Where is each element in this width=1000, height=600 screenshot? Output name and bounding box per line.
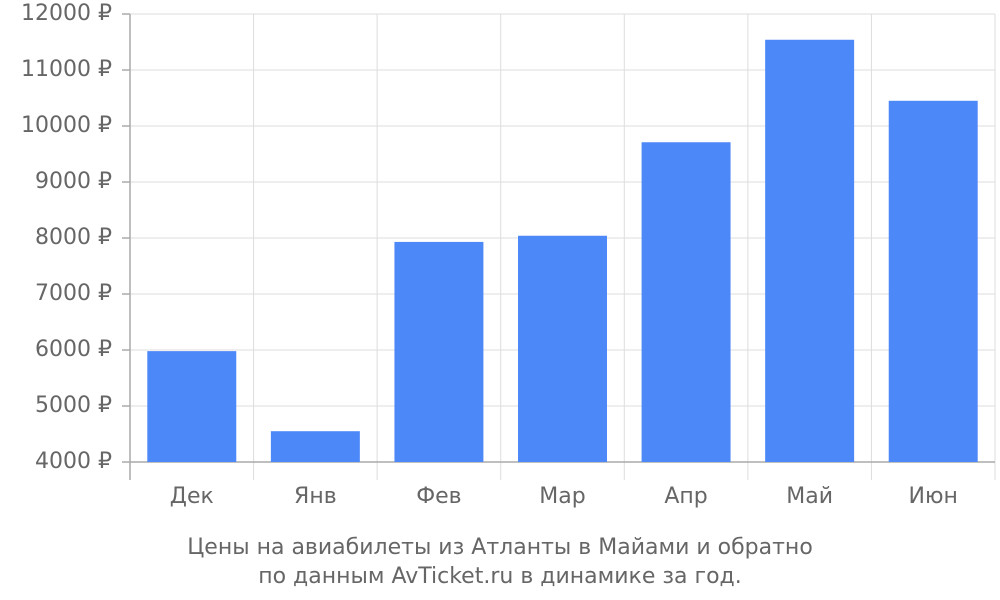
bar (765, 39, 855, 462)
bar (394, 241, 484, 462)
bar (518, 235, 607, 462)
x-tick-label: Апр (664, 484, 707, 509)
y-tick-label: 8000 ₽ (35, 225, 112, 250)
x-tick-label: Дек (170, 484, 214, 509)
y-tick-label: 4000 ₽ (35, 449, 112, 474)
y-tick-label: 9000 ₽ (35, 169, 112, 194)
x-tick-label: Июн (909, 484, 958, 509)
caption-line: Цены на авиабилеты из Атланты в Майами и… (187, 535, 813, 560)
bar (888, 100, 978, 463)
x-tick-label: Мар (539, 484, 585, 509)
x-tick-label: Фев (416, 484, 461, 509)
bar (270, 431, 360, 462)
y-tick-label: 5000 ₽ (35, 393, 112, 418)
caption-line: по данным AvTicket.ru в динамике за год. (258, 564, 742, 589)
y-tick-label: 11000 ₽ (21, 57, 112, 82)
y-tick-label: 12000 ₽ (21, 1, 112, 26)
bar (147, 351, 237, 462)
x-tick-label: Май (786, 484, 833, 509)
x-tick-label: Янв (294, 484, 337, 509)
y-tick-label: 7000 ₽ (35, 281, 112, 306)
bar (641, 142, 731, 463)
y-tick-label: 6000 ₽ (35, 337, 112, 362)
y-tick-label: 10000 ₽ (21, 113, 112, 138)
